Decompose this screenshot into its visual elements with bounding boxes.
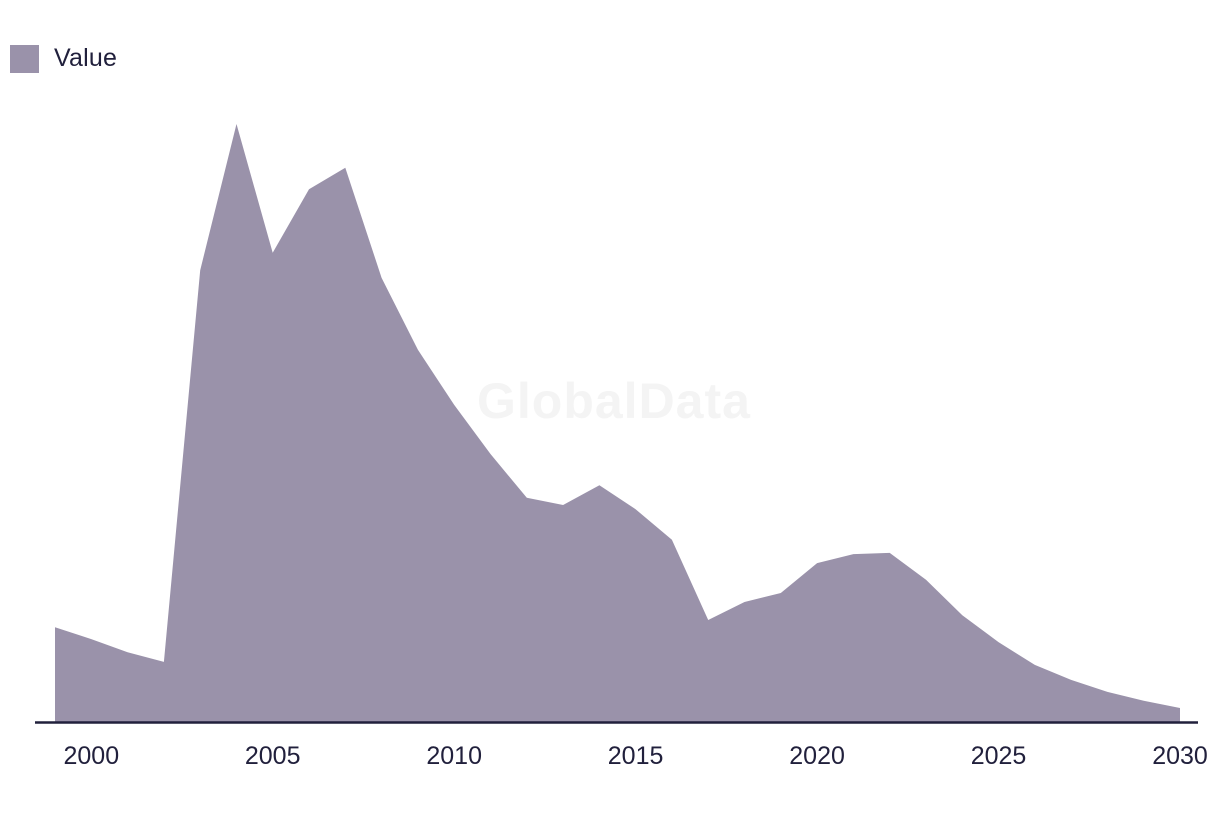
x-tick-label: 2015 <box>607 742 664 770</box>
x-tick-label: 2000 <box>63 742 120 770</box>
area-series-value <box>55 124 1180 723</box>
x-tick-label: 2005 <box>244 742 301 770</box>
x-tick-label: 2010 <box>426 742 482 770</box>
x-tick-label: 2025 <box>970 742 1027 770</box>
legend: Value <box>10 42 117 74</box>
x-tick-label: 2020 <box>789 742 845 770</box>
legend-label: Value <box>54 44 118 72</box>
legend-swatch-icon <box>10 45 39 73</box>
x-tick-label: 2030 <box>1152 742 1208 770</box>
